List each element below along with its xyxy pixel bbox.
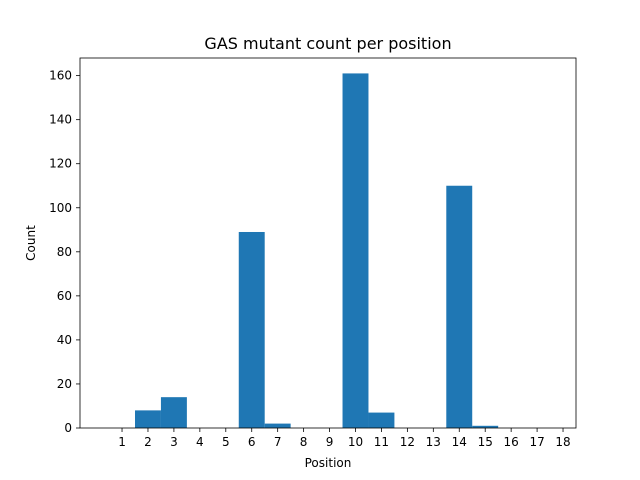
y-tick-label: 100	[49, 201, 72, 215]
x-tick-label: 4	[196, 435, 204, 449]
y-tick-label: 160	[49, 69, 72, 83]
y-tick-label: 40	[57, 333, 72, 347]
bar-8	[264, 423, 291, 428]
y-tick-label: 0	[64, 421, 72, 435]
plot-border	[79, 57, 577, 429]
bar-16	[472, 425, 499, 428]
bar-15	[446, 185, 473, 428]
chart-title: GAS mutant count per position	[204, 34, 451, 53]
y-tick-label: 60	[57, 289, 72, 303]
x-axis: 1 2 3 4 5 6 7 8 9 10 11 12 13 14 15 16 17 18	[118, 428, 571, 449]
bar-3	[135, 410, 161, 428]
x-tick-label: 8	[300, 435, 308, 449]
x-tick-label: 13	[426, 435, 441, 449]
bar-12	[368, 412, 395, 428]
x-tick-label: 1	[118, 435, 126, 449]
x-tick-label: 11	[374, 435, 389, 449]
y-axis-label: Count	[24, 225, 38, 261]
x-tick-label: 16	[504, 435, 519, 449]
x-tick-label: 10	[348, 435, 363, 449]
plot-frame	[80, 58, 576, 428]
x-tick-label: 5	[222, 435, 230, 449]
x-tick-label: 14	[452, 435, 467, 449]
bar-7	[238, 231, 265, 428]
x-tick-label: 2	[144, 435, 152, 449]
x-tick-label: 17	[529, 435, 544, 449]
y-tick-label: 120	[49, 157, 72, 171]
y-tick-label: 80	[57, 245, 72, 259]
y-tick-label: 140	[49, 113, 72, 127]
y-tick-label: 20	[57, 377, 72, 391]
x-axis-label: Position	[305, 456, 352, 470]
x-tick-label: 15	[478, 435, 493, 449]
x-tick-label: 9	[326, 435, 334, 449]
x-tick-label: 6	[248, 435, 256, 449]
bar-4	[160, 397, 187, 428]
x-tick-label: 12	[400, 435, 415, 449]
x-tick-label: 3	[170, 435, 178, 449]
bar-11	[342, 73, 369, 429]
y-axis: 0 20 40 60 80 100 120 140 160	[49, 69, 80, 435]
bars	[135, 73, 499, 429]
x-tick-label: 7	[274, 435, 282, 449]
x-tick-label: 18	[555, 435, 570, 449]
plot-area: 1 2 3 4 5 6 7 8 9 10 11 12 13 14 15 16 17 18 020406080100…	[49, 57, 577, 449]
